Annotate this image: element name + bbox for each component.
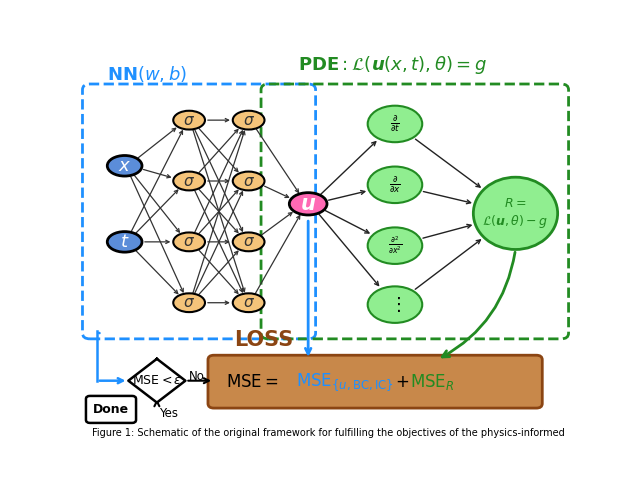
Ellipse shape [173,111,205,129]
Text: $\vdots$: $\vdots$ [389,295,401,314]
Ellipse shape [233,293,264,312]
Text: $\mathrm{MSE}_{R}$: $\mathrm{MSE}_{R}$ [410,372,454,392]
Text: $\mathbf{NN}(w,b)$: $\mathbf{NN}(w,b)$ [108,64,188,84]
Text: $\sigma$: $\sigma$ [243,234,255,249]
Ellipse shape [233,111,264,129]
Ellipse shape [474,177,557,249]
Ellipse shape [367,166,422,203]
Text: $\sigma$: $\sigma$ [183,295,195,310]
Ellipse shape [367,106,422,142]
Text: Figure 1: Schematic of the original framework for fulfilling the objectives of t: Figure 1: Schematic of the original fram… [92,428,564,438]
Text: $\sigma$: $\sigma$ [243,295,255,310]
Text: $\frac{\partial}{\partial x}$: $\frac{\partial}{\partial x}$ [389,174,401,195]
Ellipse shape [367,227,422,264]
Ellipse shape [233,233,264,251]
Text: No: No [189,370,205,383]
Text: $\mathrm{MSE}_{\{u,\mathrm{BC,IC}\}}$: $\mathrm{MSE}_{\{u,\mathrm{BC,IC}\}}$ [296,371,394,393]
Ellipse shape [233,171,264,190]
Text: $\mathrm{MSE} = $: $\mathrm{MSE} = $ [227,373,279,391]
Polygon shape [129,359,186,403]
Text: LOSS: LOSS [234,330,293,350]
Ellipse shape [289,193,327,215]
Text: $t$: $t$ [120,233,129,251]
Text: $\sigma$: $\sigma$ [183,113,195,127]
Ellipse shape [173,233,205,251]
Text: $\mathbf{PDE}: \mathcal{L}(\boldsymbol{u}(x,t),\theta) = g$: $\mathbf{PDE}: \mathcal{L}(\boldsymbol{u… [298,54,487,77]
Text: Done: Done [93,403,129,416]
Ellipse shape [108,232,142,252]
Text: $\sigma$: $\sigma$ [243,113,255,127]
Text: $\sigma$: $\sigma$ [243,173,255,189]
Text: $\mathrm{MSE} < \epsilon$: $\mathrm{MSE} < \epsilon$ [132,374,182,387]
FancyBboxPatch shape [86,396,136,423]
Ellipse shape [173,171,205,190]
Ellipse shape [173,293,205,312]
Text: $\sigma$: $\sigma$ [183,234,195,249]
Text: $\frac{\partial^2}{\partial x^2}$: $\frac{\partial^2}{\partial x^2}$ [388,235,403,256]
Text: $R=$
$\mathcal{L}(\boldsymbol{u},\theta)-g$: $R=$ $\mathcal{L}(\boldsymbol{u},\theta)… [483,197,548,230]
Ellipse shape [367,287,422,323]
FancyBboxPatch shape [208,355,542,408]
Text: Yes: Yes [159,407,179,420]
Text: $x$: $x$ [118,157,131,175]
Text: $\sigma$: $\sigma$ [183,173,195,189]
Text: $\frac{\partial}{\partial t}$: $\frac{\partial}{\partial t}$ [390,114,400,134]
Text: $+$: $+$ [395,373,409,391]
Ellipse shape [108,156,142,176]
Text: $\boldsymbol{u}$: $\boldsymbol{u}$ [300,194,316,214]
